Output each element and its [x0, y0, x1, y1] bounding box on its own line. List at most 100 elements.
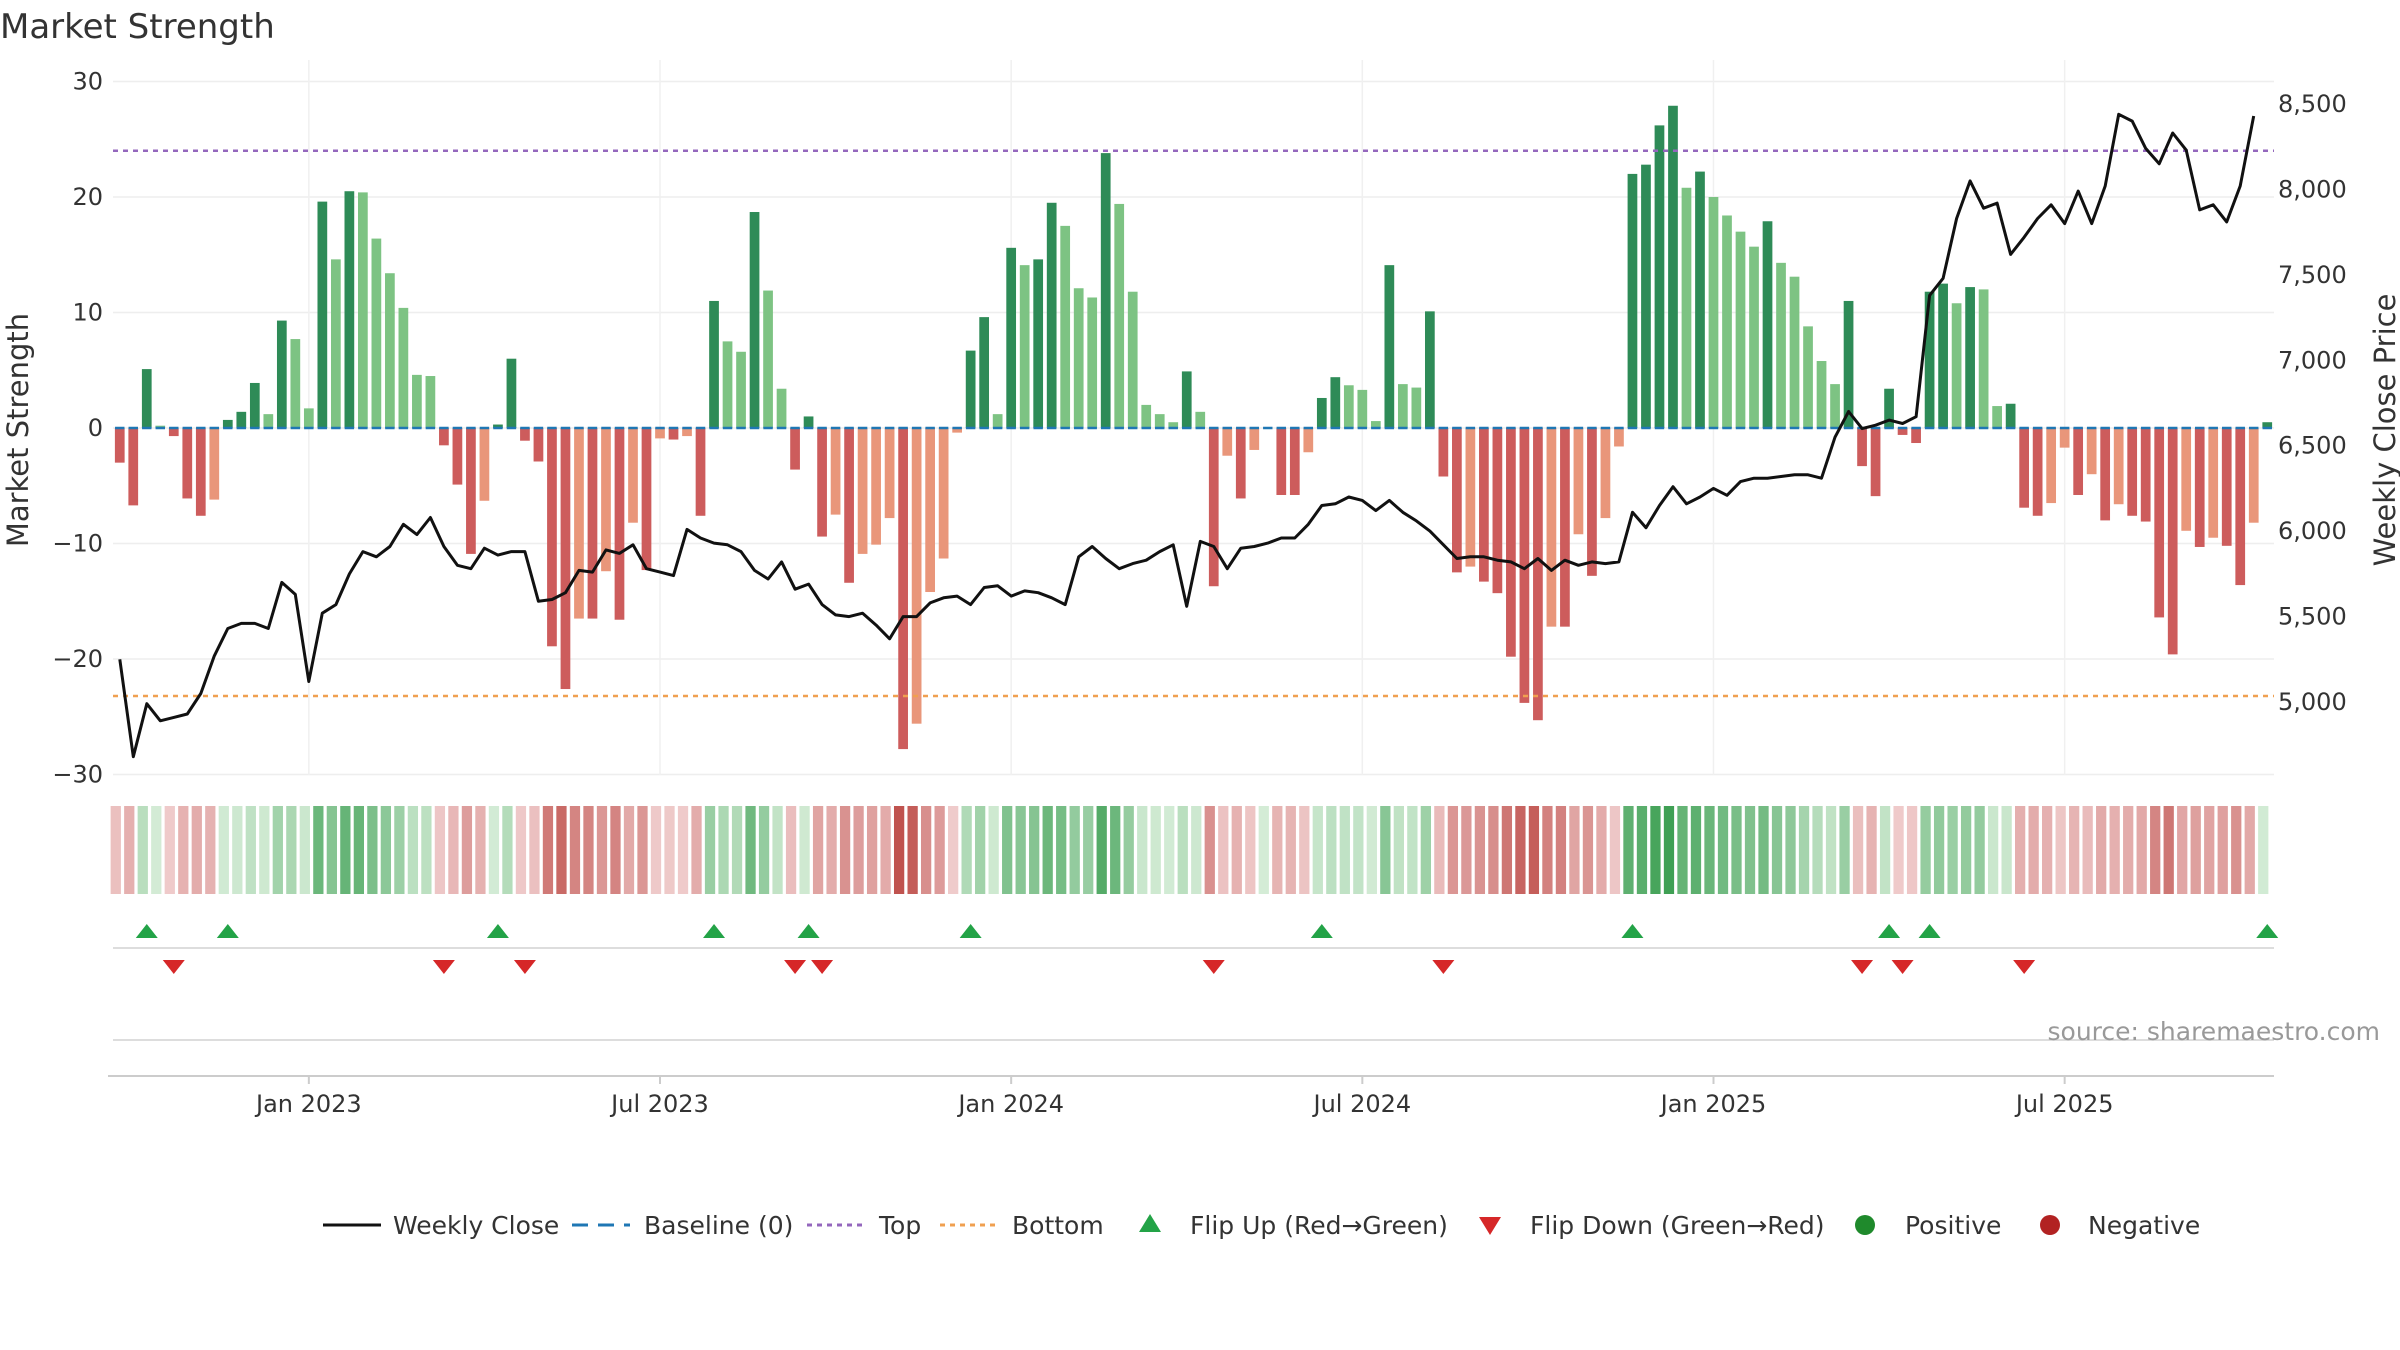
heat-cell [1272, 806, 1283, 894]
strength-bar [1154, 414, 1165, 428]
legend-swatch-flip-up [1139, 1214, 1161, 1232]
heat-cell [178, 806, 189, 894]
heat-cell [1542, 806, 1553, 894]
heat-cell [1191, 806, 1202, 894]
strength-bar [1951, 303, 1962, 428]
strength-bar [1208, 428, 1219, 587]
strength-bar [2127, 428, 2138, 516]
strength-bar [371, 238, 382, 428]
y-left-tick-label: −10 [52, 530, 103, 558]
y-right-tick-label: 8,000 [2278, 175, 2347, 203]
strength-bar [1060, 225, 1071, 428]
strength-bar [1100, 153, 1111, 429]
heat-cell [1407, 806, 1418, 894]
heat-cell [164, 806, 175, 894]
strength-heat-band [110, 806, 2269, 894]
heat-cell [839, 806, 851, 894]
strength-bar [2208, 428, 2219, 538]
legend-label: Flip Up (Red→Green) [1190, 1211, 1448, 1240]
source-note: source: sharemaestro.com [2048, 1017, 2381, 1046]
strength-bar [506, 358, 517, 428]
heat-cell [1731, 806, 1742, 894]
heat-cell [556, 806, 567, 894]
strength-bar [790, 428, 800, 470]
heat-cell [2001, 806, 2012, 894]
weekly-close-line [118, 112, 2256, 759]
heat-cell [1461, 806, 1472, 894]
heat-cell [2204, 806, 2215, 894]
x-tick-label: Jan 2024 [956, 1090, 1064, 1118]
x-tick-label: Jul 2023 [609, 1090, 709, 1118]
heat-cell [880, 806, 891, 894]
strength-bar [844, 428, 854, 583]
y-left-tick-label: −20 [52, 645, 103, 673]
y-left-tick-label: 30 [72, 68, 103, 96]
heat-cell [2055, 806, 2066, 894]
heat-cell [569, 806, 581, 894]
heat-cell [1231, 806, 1242, 894]
heat-cell [1947, 806, 1958, 894]
heat-cell [259, 806, 270, 894]
heat-cell [637, 806, 648, 894]
strength-bar [1397, 384, 1408, 428]
heat-cell [1447, 806, 1459, 894]
strength-bar [2073, 428, 2084, 495]
strength-bar [182, 428, 193, 499]
heat-cell [893, 806, 905, 894]
strength-bar [574, 428, 584, 619]
heat-cell [367, 806, 378, 894]
strength-bar [1533, 428, 1543, 721]
strength-bar [2194, 428, 2205, 547]
heat-cell [1420, 806, 1431, 894]
x-tick-label: Jul 2024 [1311, 1090, 1411, 1118]
strength-bar [1316, 397, 1327, 428]
strength-bar [1546, 428, 1557, 627]
heat-cell [975, 806, 986, 894]
heat-cell [1690, 806, 1702, 894]
heat-cell [2150, 806, 2161, 894]
y-right-tick-label: 8,500 [2278, 90, 2347, 118]
strength-bar [695, 428, 706, 516]
chart-title: Market Strength [0, 7, 275, 47]
reference-lines [113, 149, 2274, 698]
legend-label: Flip Down (Green→Red) [1530, 1211, 1825, 1240]
heat-cell [407, 806, 419, 894]
heat-cell [326, 806, 337, 894]
heat-cell [1528, 806, 1540, 894]
strength-bar [979, 317, 990, 428]
flip-down-marker [1851, 960, 1874, 974]
strength-bar [898, 428, 908, 750]
strength-bar [1614, 428, 1624, 447]
heat-cell [232, 806, 243, 894]
strength-bar [1627, 173, 1638, 428]
strength-bar [965, 350, 976, 428]
strength-bars [114, 105, 2273, 750]
strength-bar [2154, 428, 2165, 618]
legend-swatch-flip-down [1479, 1217, 1501, 1235]
heat-cell [745, 806, 756, 894]
heat-cell [772, 806, 783, 894]
heat-cell [1488, 806, 1499, 894]
strength-bar [709, 300, 719, 428]
heat-cell [2258, 806, 2269, 894]
heat-cell [1515, 806, 1526, 894]
strength-bar [1870, 428, 1881, 497]
heat-cell [1204, 806, 1215, 894]
strength-bar [263, 414, 274, 428]
legend-label: Top [878, 1211, 921, 1240]
strength-bar [938, 428, 949, 559]
heat-cell [2069, 806, 2080, 894]
heat-cell [2190, 806, 2201, 894]
heat-cell [826, 806, 837, 894]
heat-cell [1150, 806, 1161, 894]
heat-cell [2096, 806, 2107, 894]
y-right-tick-label: 5,000 [2278, 688, 2347, 716]
flip-down-marker [162, 960, 185, 974]
strength-bar [992, 414, 1003, 428]
heat-cell [1758, 806, 1769, 894]
heat-cell [1960, 806, 1972, 894]
strength-bar [1978, 289, 1989, 428]
heat-cell [448, 806, 459, 894]
lower-panel [108, 947, 2274, 1077]
strength-bar [1600, 428, 1611, 519]
